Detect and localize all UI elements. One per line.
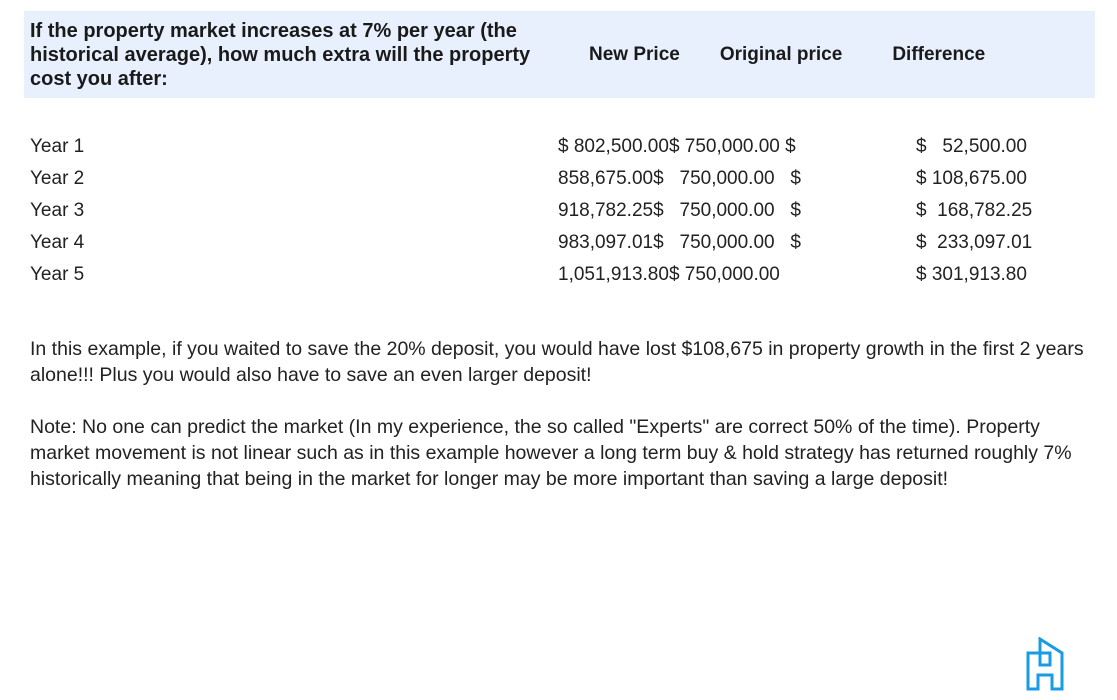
row-difference: $ 168,782.25 <box>916 200 1033 221</box>
row-difference: $ 108,675.00 <box>916 168 1027 189</box>
row-label: Year 2 <box>30 168 85 189</box>
row-prices: 983,097.01$ 750,000.00 $ <box>558 232 801 253</box>
body-text: In this example, if you waited to save t… <box>30 336 1090 518</box>
question-heading: If the property market increases at 7% p… <box>30 19 531 90</box>
row-label: Year 1 <box>30 136 85 157</box>
row-label: Year 3 <box>30 200 85 221</box>
row-difference: $ 52,500.00 <box>916 136 1027 157</box>
row-prices: 858,675.00$ 750,000.00 $ <box>558 168 801 189</box>
building-logo-icon <box>1026 637 1064 691</box>
table-row: Year 3 918,782.25$ 750,000.00 $ $ 168,78… <box>30 195 1095 227</box>
row-prices: 1,051,913.80$ 750,000.00 <box>558 264 780 285</box>
row-label: Year 5 <box>30 264 85 285</box>
table-body: Year 1 $ 802,500.00$ 750,000.00 $ $ 52,5… <box>30 131 1095 291</box>
example-paragraph: In this example, if you waited to save t… <box>30 338 1084 386</box>
table-row: Year 5 1,051,913.80$ 750,000.00 $ 301,91… <box>30 259 1095 291</box>
row-prices: $ 802,500.00$ 750,000.00 $ <box>558 136 796 157</box>
row-difference: $ 301,913.80 <box>916 264 1027 285</box>
row-label: Year 4 <box>30 232 85 253</box>
table-row: Year 2 858,675.00$ 750,000.00 $ $ 108,67… <box>30 163 1095 195</box>
note-paragraph: Note: No one can predict the market (In … <box>30 416 1072 490</box>
column-difference: Difference <box>892 43 986 65</box>
table-header: If the property market increases at 7% p… <box>24 11 1095 98</box>
column-original-price: Original price <box>719 43 843 65</box>
table-row: Year 1 $ 802,500.00$ 750,000.00 $ $ 52,5… <box>30 131 1095 163</box>
column-new-price: New Price <box>589 43 680 65</box>
row-prices: 918,782.25$ 750,000.00 $ <box>558 200 801 221</box>
row-difference: $ 233,097.01 <box>916 232 1033 253</box>
table-row: Year 4 983,097.01$ 750,000.00 $ $ 233,09… <box>30 227 1095 259</box>
